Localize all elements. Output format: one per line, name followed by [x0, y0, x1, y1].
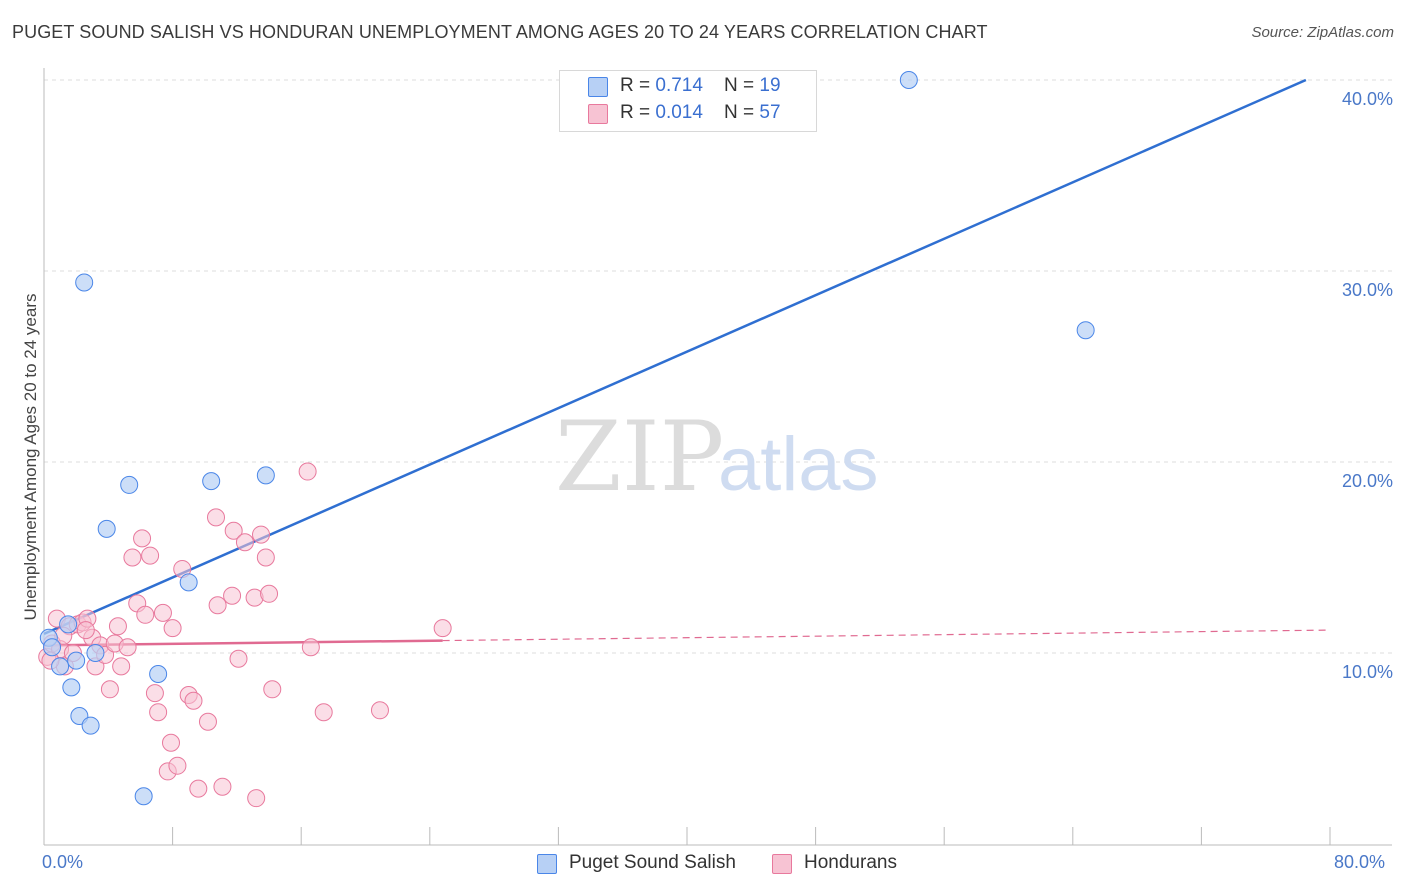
point-hondurans	[123, 548, 142, 567]
point-hondurans	[149, 703, 168, 722]
point-hondurans	[213, 777, 232, 796]
point-hondurans	[224, 521, 243, 540]
legend-n-value: 57	[759, 102, 781, 123]
point-puget-sound-salish	[97, 519, 116, 538]
legend-r-label: R =	[620, 102, 656, 123]
point-puget-sound-salish	[75, 273, 94, 292]
data-points	[38, 71, 1095, 808]
point-hondurans	[263, 680, 282, 699]
point-puget-sound-salish	[59, 615, 78, 634]
point-puget-sound-salish	[202, 472, 221, 491]
legend-n-value: 19	[759, 75, 781, 96]
point-hondurans	[189, 779, 208, 798]
legend-n-label: N =	[724, 102, 760, 123]
chart-title: PUGET SOUND SALISH VS HONDURAN UNEMPLOYM…	[12, 22, 988, 42]
x-tick-max: 80.0%	[1334, 852, 1386, 872]
trend-line-hondurans-extension	[442, 629, 1331, 642]
point-hondurans	[112, 657, 131, 676]
y-tick-labels: 10.0% 20.0% 30.0% 40.0%	[1342, 89, 1393, 682]
point-hondurans	[133, 529, 152, 548]
legend-r-label: R =	[620, 75, 656, 96]
point-puget-sound-salish	[86, 644, 105, 662]
point-hondurans	[433, 619, 452, 638]
legend-swatch-blue	[588, 77, 608, 97]
point-hondurans	[208, 596, 227, 615]
point-hondurans	[118, 638, 137, 657]
trend-line-puget	[43, 78, 1307, 636]
y-axis-label: Unemployment Among Ages 20 to 24 years	[21, 294, 40, 621]
trend-lines	[43, 78, 1331, 647]
point-puget-sound-salish	[179, 573, 198, 592]
point-hondurans	[229, 649, 248, 668]
point-hondurans	[301, 638, 320, 657]
point-hondurans	[161, 733, 180, 752]
y-tick-label: 40.0%	[1342, 89, 1393, 109]
point-hondurans	[207, 508, 226, 527]
watermark-atlas: atlas	[718, 422, 879, 507]
point-hondurans	[136, 605, 155, 624]
bottom-legend-label: Hondurans	[804, 852, 897, 873]
point-puget-sound-salish	[43, 638, 62, 657]
source-label: Source: ZipAtlas.com	[1251, 24, 1394, 41]
legend-swatch-pink	[588, 104, 608, 124]
legend: R = 0.714 N = 19 R = 0.014 N = 57	[559, 70, 817, 132]
bottom-legend-swatch-blue	[537, 854, 557, 874]
legend-r-value: 0.714	[655, 75, 703, 96]
point-puget-sound-salish	[1076, 321, 1095, 340]
y-tick-label: 10.0%	[1342, 662, 1393, 682]
watermark-zip: ZIP	[555, 401, 724, 513]
point-hondurans	[145, 684, 164, 703]
point-puget-sound-salish	[899, 71, 918, 89]
bottom-legend-swatch-pink	[772, 854, 792, 874]
point-puget-sound-salish	[149, 665, 168, 684]
y-tick-label: 20.0%	[1342, 471, 1393, 491]
point-hondurans	[153, 603, 172, 622]
point-puget-sound-salish	[51, 657, 70, 676]
point-hondurans	[141, 546, 160, 565]
point-hondurans	[163, 619, 182, 638]
point-hondurans	[256, 548, 275, 567]
point-hondurans	[260, 584, 279, 603]
point-hondurans	[100, 680, 119, 699]
point-hondurans	[298, 462, 317, 481]
point-hondurans	[370, 701, 389, 720]
y-tick-label: 30.0%	[1342, 280, 1393, 300]
point-hondurans	[247, 789, 266, 808]
point-hondurans	[108, 617, 127, 636]
point-hondurans	[76, 621, 95, 640]
grid-lines	[44, 79, 1392, 654]
legend-n-label: N =	[724, 75, 760, 96]
bottom-legend-label: Puget Sound Salish	[569, 852, 736, 873]
point-puget-sound-salish	[256, 466, 275, 485]
point-puget-sound-salish	[120, 475, 139, 494]
point-hondurans	[223, 586, 242, 605]
point-hondurans	[184, 691, 203, 710]
point-hondurans	[252, 525, 271, 544]
axes	[43, 68, 1392, 846]
point-puget-sound-salish	[81, 716, 100, 735]
point-puget-sound-salish	[62, 678, 81, 697]
point-hondurans	[168, 756, 187, 775]
x-tick-min: 0.0%	[42, 852, 84, 872]
point-puget-sound-salish	[134, 787, 153, 806]
point-hondurans	[198, 712, 217, 731]
legend-r-value: 0.014	[655, 102, 703, 123]
point-puget-sound-salish	[67, 651, 86, 670]
point-hondurans	[235, 533, 254, 552]
point-hondurans	[314, 703, 333, 722]
